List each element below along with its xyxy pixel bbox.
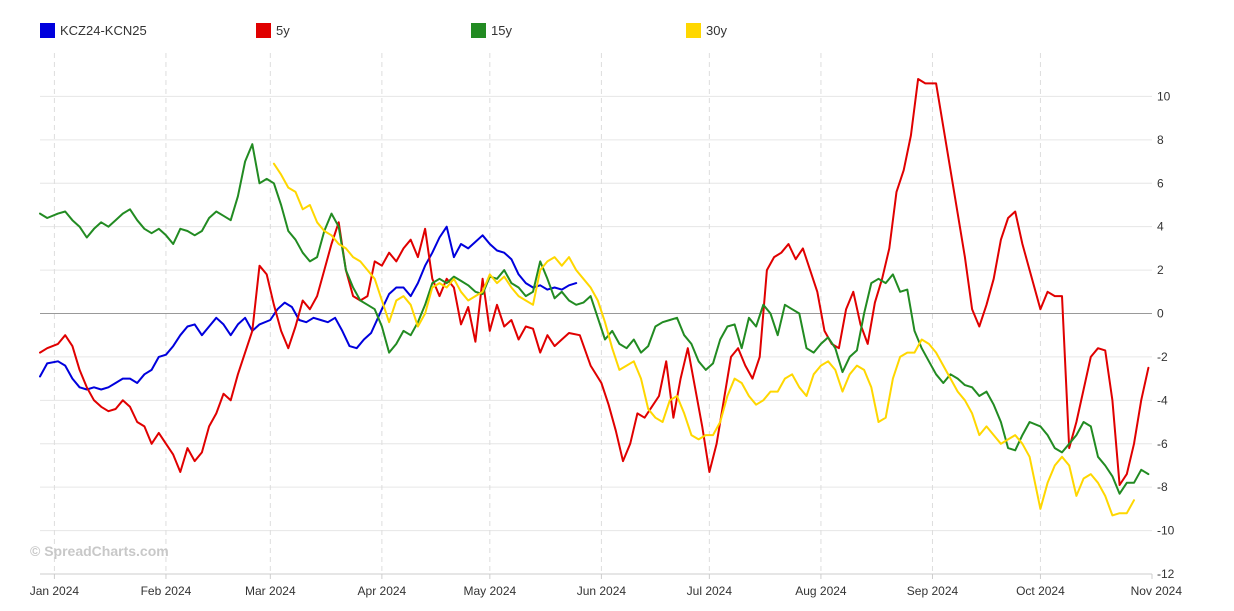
axes: 10 8 6 4 2 0 -2 -4 -6 -8 -10 -12 Jan 2024 Feb 2024 Mar… xyxy=(30,89,1183,598)
legend-label-kcz24-kcn25: KCZ24-KCN25 xyxy=(60,22,147,38)
watermark: © SpreadCharts.com xyxy=(30,543,169,559)
y-tick-label: -12 xyxy=(1157,567,1175,581)
y-tick-label: 4 xyxy=(1157,220,1164,234)
series-line-kcz24-kcn25 xyxy=(39,225,578,391)
chart-legend: KCZ24-KCN25 5y 15y 30y xyxy=(0,20,1234,40)
x-tick-label: Jan 2024 xyxy=(30,584,80,598)
y-tick-label: 10 xyxy=(1157,89,1171,103)
x-tick-label: Oct 2024 xyxy=(1016,584,1065,598)
x-tick-label: Sep 2024 xyxy=(907,584,959,598)
legend-swatch-5y xyxy=(256,22,271,38)
legend-item-15y[interactable]: 15y xyxy=(471,20,512,40)
x-tick-label: Nov 2024 xyxy=(1131,584,1183,598)
y-tick-label: 6 xyxy=(1157,176,1164,190)
legend-label-15y: 15y xyxy=(491,22,512,38)
y-tick-label: 2 xyxy=(1157,263,1164,277)
legend-item-5y[interactable]: 5y xyxy=(256,20,290,40)
y-tick-label: -6 xyxy=(1157,437,1168,451)
y-tick-label: -2 xyxy=(1157,350,1168,364)
x-tick-label: Jul 2024 xyxy=(687,584,733,598)
legend-swatch-kcz24-kcn25 xyxy=(40,22,55,38)
series-line-5y xyxy=(39,78,1150,486)
x-tick-label: May 2024 xyxy=(463,584,516,598)
legend-label-30y: 30y xyxy=(706,22,727,38)
x-tick-label: Apr 2024 xyxy=(358,584,407,598)
y-tick-label: -10 xyxy=(1157,524,1175,538)
y-tick-label: -4 xyxy=(1157,393,1168,407)
series-line-30y xyxy=(272,162,1135,517)
y-tick-label: 0 xyxy=(1157,307,1164,321)
y-tick-label: 8 xyxy=(1157,133,1164,147)
x-tick-label: Aug 2024 xyxy=(795,584,847,598)
series-lines xyxy=(39,78,1150,517)
x-tick-label: Mar 2024 xyxy=(245,584,296,598)
series-line-15y xyxy=(39,143,1150,495)
legend-item-30y[interactable]: 30y xyxy=(686,20,727,40)
legend-item-kcz24-kcn25[interactable]: KCZ24-KCN25 xyxy=(40,20,147,40)
y-tick-label: -8 xyxy=(1157,480,1168,494)
x-tick-label: Feb 2024 xyxy=(141,584,192,598)
legend-swatch-30y xyxy=(686,22,701,38)
legend-swatch-15y xyxy=(471,22,486,38)
legend-label-5y: 5y xyxy=(276,22,290,38)
x-tick-label: Jun 2024 xyxy=(577,584,627,598)
